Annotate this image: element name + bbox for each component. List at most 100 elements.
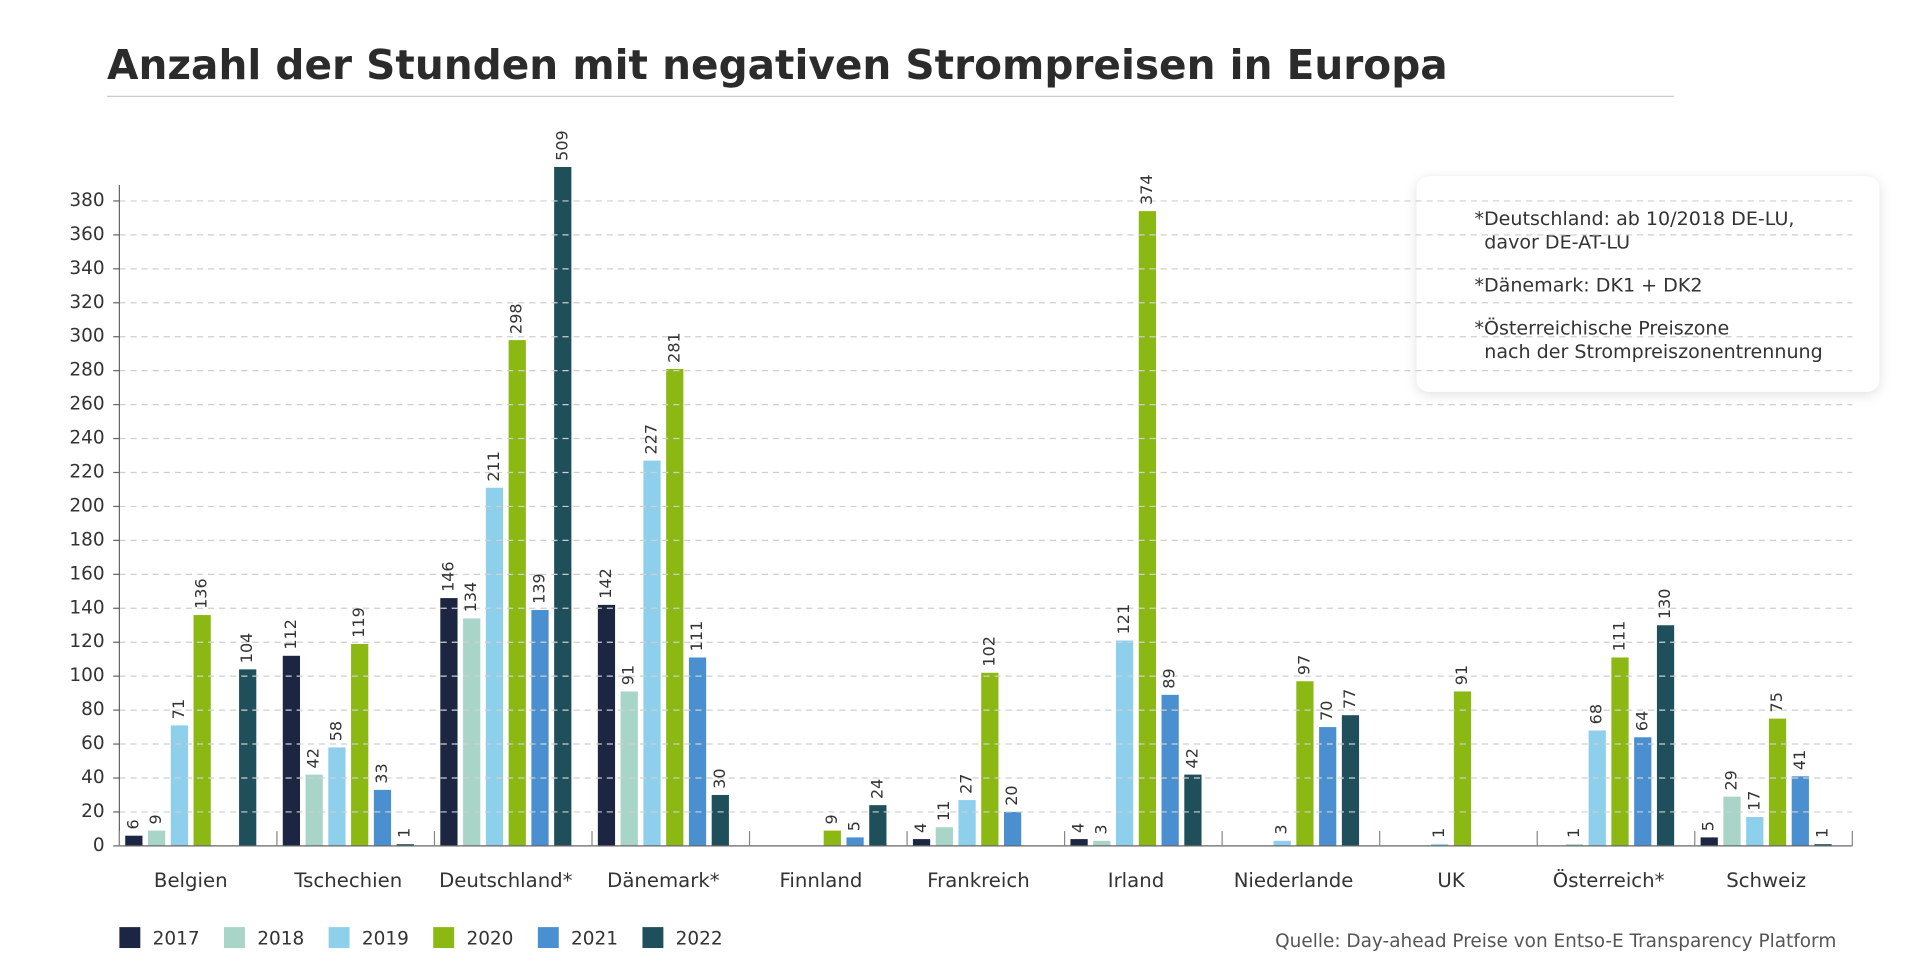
value-label: 111 <box>1610 621 1629 652</box>
x-tick-label: Frankreich <box>927 869 1029 892</box>
value-label: 9 <box>822 814 841 824</box>
y-tick-label: 320 <box>69 292 104 313</box>
value-label: 281 <box>664 332 683 363</box>
note: nach der Strompreiszonentrennung <box>1484 341 1822 363</box>
value-label: 3 <box>1091 824 1110 834</box>
x-tick-label: Österreich* <box>1553 869 1665 892</box>
y-tick-label: 60 <box>81 733 104 754</box>
value-label: 89 <box>1160 668 1179 688</box>
legend-swatch <box>537 927 559 949</box>
value-label: 71 <box>169 699 188 719</box>
bar <box>846 837 864 846</box>
bar <box>1319 727 1337 846</box>
value-label: 111 <box>687 621 706 652</box>
y-tick-label: 20 <box>81 801 104 822</box>
bar <box>1296 681 1314 846</box>
y-tick-label: 240 <box>69 428 104 449</box>
bar <box>463 618 481 846</box>
bar <box>1184 774 1202 846</box>
note-box <box>1416 176 1880 392</box>
value-label: 134 <box>461 582 480 613</box>
y-tick-label: 100 <box>69 665 104 686</box>
value-label: 42 <box>1182 748 1201 768</box>
value-label: 112 <box>281 619 300 650</box>
bar <box>1453 691 1472 846</box>
value-label: 75 <box>1767 692 1786 712</box>
bar <box>1116 640 1134 846</box>
bar <box>193 615 211 846</box>
bar <box>1004 811 1022 846</box>
legend-swatch <box>224 927 245 949</box>
bar <box>440 598 458 846</box>
y-tick-label: 260 <box>69 394 104 415</box>
x-tick-label: Finnland <box>780 869 863 892</box>
value-label: 3 <box>1272 824 1291 834</box>
bar <box>351 643 369 846</box>
x-tick-label: Irland <box>1108 869 1164 892</box>
bar <box>1746 817 1764 846</box>
bars <box>125 166 1832 846</box>
legend-swatch <box>433 927 455 949</box>
y-tick-label: 300 <box>69 326 104 347</box>
bar <box>328 747 346 846</box>
bar <box>823 830 841 846</box>
value-label: 104 <box>237 633 256 664</box>
note: *Österreichische Preiszone <box>1474 316 1729 339</box>
bar <box>305 774 323 846</box>
bar <box>148 830 166 846</box>
y-tick-label: 0 <box>93 835 105 856</box>
value-label: 298 <box>507 303 526 334</box>
y-tick-label: 340 <box>69 258 104 279</box>
bar <box>1093 840 1111 846</box>
x-tick-label: Tschechien <box>293 869 402 892</box>
x-tick-label: Deutschland* <box>439 869 573 892</box>
y-tick-label: 200 <box>69 495 104 516</box>
bar <box>935 827 953 846</box>
value-label: 20 <box>1002 785 1021 805</box>
bar <box>1723 796 1741 846</box>
bar <box>485 487 504 846</box>
bar <box>554 166 572 846</box>
note: davor DE-AT-LU <box>1484 231 1630 253</box>
value-label: 130 <box>1655 589 1674 620</box>
value-label: 139 <box>529 573 548 604</box>
bar <box>1161 694 1179 846</box>
legend-label: 2017 <box>153 928 200 949</box>
bar <box>125 835 143 846</box>
bar <box>1791 776 1809 846</box>
value-label: 33 <box>372 763 391 783</box>
bar <box>1656 625 1675 846</box>
value-label: 227 <box>642 424 661 455</box>
y-tick-label: 120 <box>69 631 104 652</box>
x-tick-label: Niederlande <box>1234 869 1354 892</box>
y-tick-label: 380 <box>69 190 104 211</box>
value-label: 70 <box>1317 701 1336 721</box>
bar <box>620 691 638 846</box>
value-label: 4 <box>911 823 930 833</box>
x-tick-label: Belgien <box>154 869 228 892</box>
value-label: 9 <box>146 814 165 824</box>
bar <box>1070 839 1088 846</box>
value-label: 1 <box>1429 828 1448 838</box>
legend-label: 2021 <box>571 928 618 949</box>
value-label: 121 <box>1114 604 1133 635</box>
value-label: 6 <box>123 819 142 829</box>
value-label: 1 <box>395 828 414 838</box>
value-label: 41 <box>1790 750 1809 770</box>
x-tick-label: Dänemark* <box>607 869 720 892</box>
y-tick-label: 80 <box>81 699 104 720</box>
y-tick-label: 360 <box>69 224 104 245</box>
legend-swatch <box>642 927 664 949</box>
y-tick-label: 220 <box>69 461 104 482</box>
bar <box>239 669 257 846</box>
value-label: 4 <box>1069 823 1088 833</box>
legend-label: 2018 <box>257 928 304 949</box>
value-label: 374 <box>1137 174 1156 205</box>
bar <box>1634 737 1652 846</box>
bar <box>1138 211 1156 846</box>
value-label: 97 <box>1294 655 1313 675</box>
bar <box>1768 718 1787 846</box>
note: *Deutschland: ab 10/2018 DE-LU, <box>1474 208 1794 230</box>
value-label: 64 <box>1632 711 1651 731</box>
